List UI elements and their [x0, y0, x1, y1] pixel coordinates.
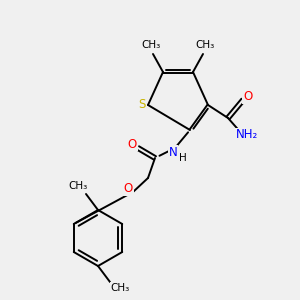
Text: NH₂: NH₂	[236, 128, 258, 142]
Text: H: H	[179, 153, 187, 163]
Text: CH₃: CH₃	[141, 40, 160, 50]
Text: N: N	[169, 146, 177, 158]
Text: CH₃: CH₃	[110, 283, 130, 293]
Text: CH₃: CH₃	[195, 40, 214, 50]
Text: O: O	[128, 137, 136, 151]
Text: O: O	[243, 91, 253, 103]
Text: O: O	[123, 182, 133, 196]
Text: S: S	[138, 98, 146, 112]
Text: CH₃: CH₃	[68, 181, 88, 191]
